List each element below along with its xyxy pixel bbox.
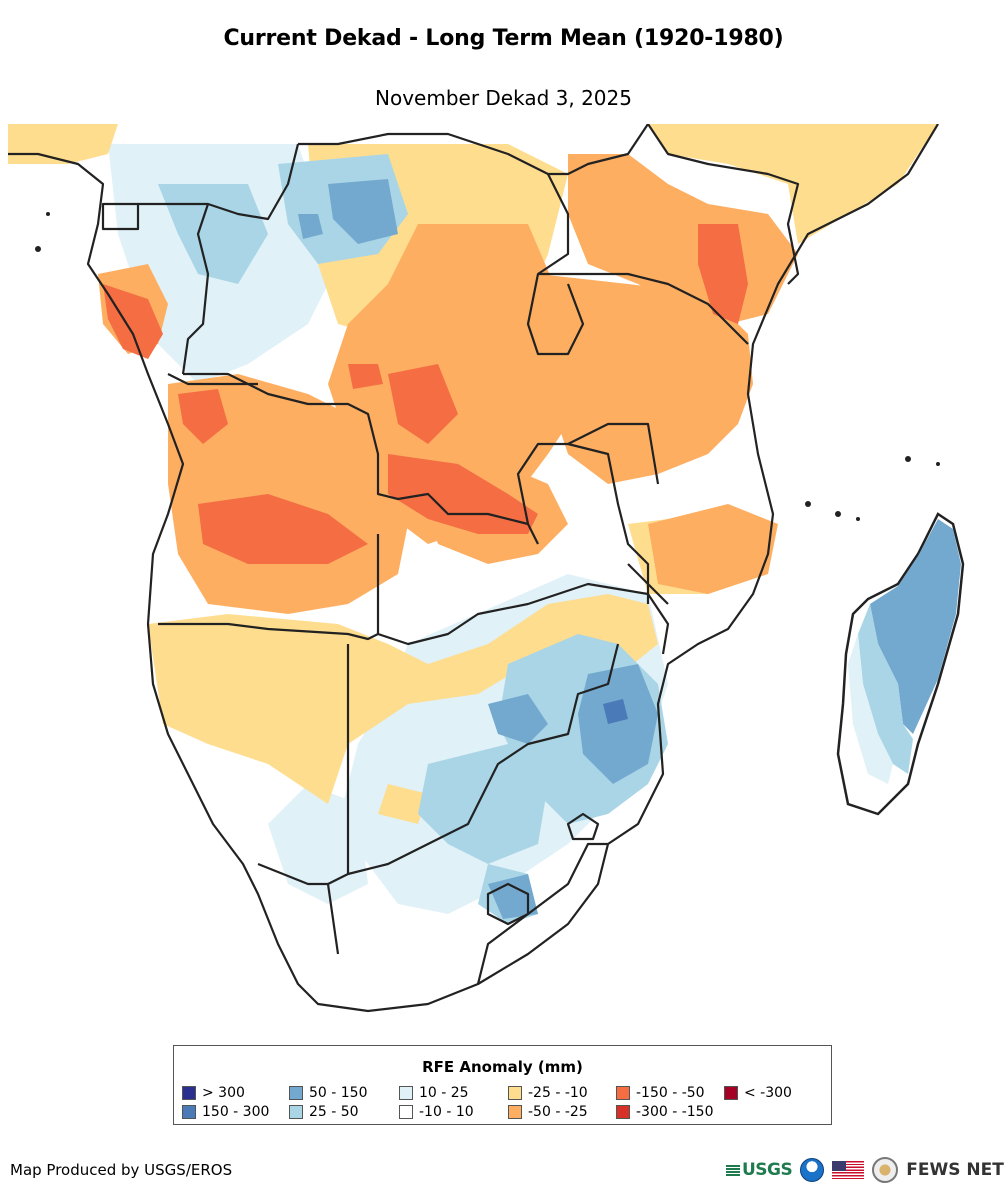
legend-item: -300 - -150 (616, 1104, 714, 1120)
rainfall-anomaly-map (8, 124, 965, 1013)
map-subtitle: November Dekad 3, 2025 (375, 86, 632, 110)
usgs-wave-icon (726, 1164, 740, 1176)
legend-swatch (182, 1086, 196, 1100)
legend-item: 10 - 25 (399, 1085, 469, 1101)
legend-item: > 300 (182, 1085, 245, 1101)
legend-item: 150 - 300 (182, 1104, 269, 1120)
anomaly-neg150-neg50 (103, 224, 748, 564)
legend-swatch (724, 1086, 738, 1100)
legend-title: RFE Anomaly (mm) (422, 1058, 583, 1076)
us-flag-icon (832, 1161, 865, 1179)
legend: RFE Anomaly (mm) > 300 150 - 300 50 - 15… (173, 1045, 832, 1125)
usgs-logo: USGS (726, 1160, 793, 1180)
legend-item: -25 - -10 (508, 1085, 588, 1101)
legend-swatch (289, 1086, 303, 1100)
madagascar-anomaly (870, 519, 961, 734)
legend-swatch (616, 1086, 630, 1100)
legend-swatch (399, 1105, 413, 1119)
legend-item: < -300 (724, 1085, 792, 1101)
legend-item: 50 - 150 (289, 1085, 368, 1101)
anomaly-150-300 (603, 699, 628, 724)
noaa-logo-icon (800, 1158, 825, 1182)
islands (35, 212, 940, 521)
legend-swatch (508, 1086, 522, 1100)
map-credit: Map Produced by USGS/EROS (10, 1161, 233, 1179)
country-borders (8, 124, 939, 1013)
anomaly-50-150 (298, 179, 658, 919)
legend-swatch (289, 1105, 303, 1119)
legend-swatch (182, 1105, 196, 1119)
legend-swatch (616, 1105, 630, 1119)
legend-swatch (399, 1086, 413, 1100)
fews-net-logo: FEWS NET (906, 1160, 1004, 1180)
agency-logos: USGS FEWS NET (726, 1157, 1004, 1183)
legend-item: -50 - -25 (508, 1104, 588, 1120)
legend-swatch (508, 1105, 522, 1119)
legend-item: -10 - 10 (399, 1104, 474, 1120)
legend-item: -150 - -50 (616, 1085, 705, 1101)
state-dept-seal-icon (872, 1157, 899, 1183)
map-title: Current Dekad - Long Term Mean (1920-198… (223, 26, 784, 51)
legend-item: 25 - 50 (289, 1104, 359, 1120)
